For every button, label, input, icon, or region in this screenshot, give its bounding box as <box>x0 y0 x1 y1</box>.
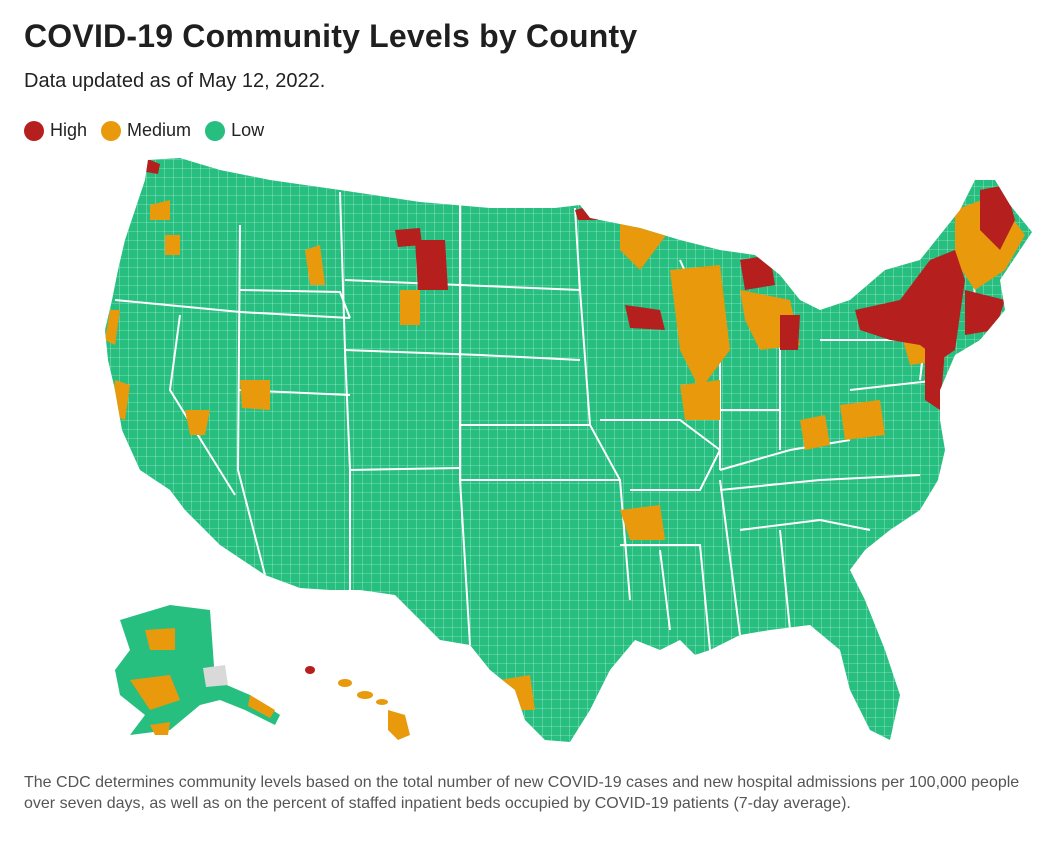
us-county-map <box>105 158 1032 742</box>
page-subtitle: Data updated as of May 12, 2022. <box>24 70 326 92</box>
legend: High Medium Low <box>24 120 278 141</box>
legend-item-high: High <box>24 120 87 141</box>
legend-swatch-medium <box>101 120 122 141</box>
legend-item-low: Low <box>205 120 264 141</box>
state-borders <box>114 191 976 651</box>
legend-item-medium: Medium <box>101 120 191 141</box>
legend-label-high: High <box>50 120 88 140</box>
page-title: COVID-19 Community Levels by County <box>24 18 638 54</box>
legend-label-low: Low <box>231 120 265 140</box>
legend-label-medium: Medium <box>127 120 192 140</box>
methodology-note: The CDC determines community levels base… <box>24 774 1020 812</box>
hawaii <box>305 666 410 740</box>
legend-swatch-low <box>205 120 226 141</box>
legend-swatch-high <box>24 120 44 141</box>
no-data-area <box>203 665 228 687</box>
alaska <box>115 605 280 735</box>
